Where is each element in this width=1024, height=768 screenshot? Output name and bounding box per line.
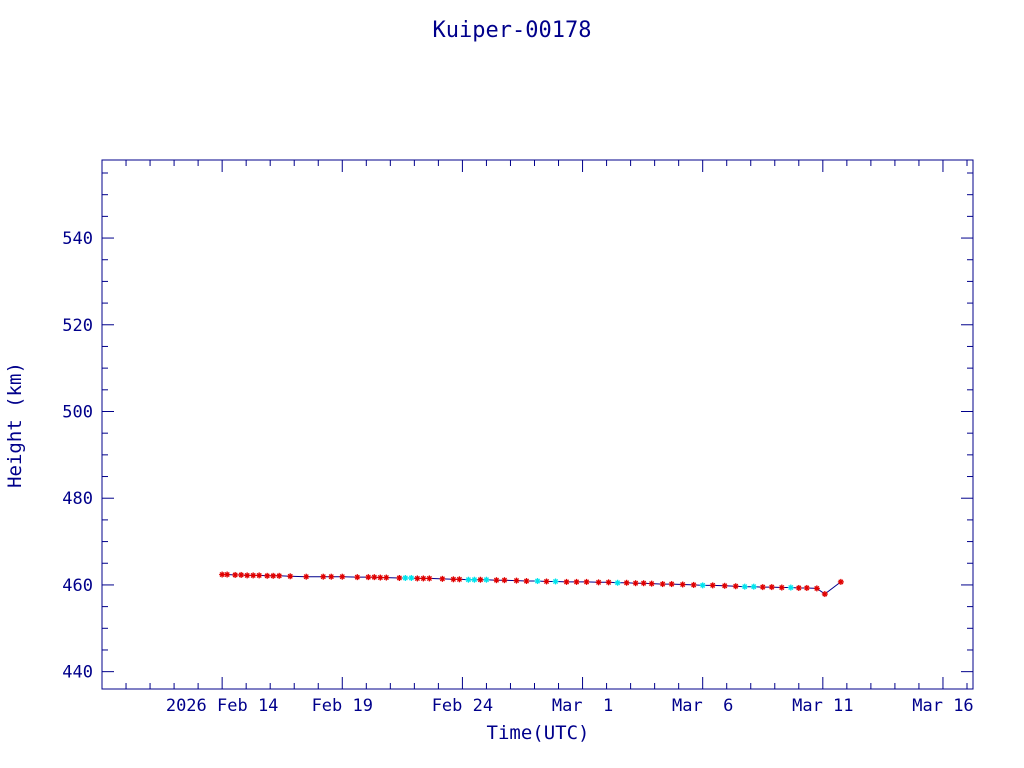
x-tick-label: 2026 Feb 14	[166, 696, 279, 716]
height-series-markers	[219, 571, 844, 598]
data-point	[563, 578, 570, 585]
data-point	[623, 579, 630, 586]
data-point	[493, 577, 500, 584]
data-point	[648, 580, 655, 587]
data-point	[501, 577, 508, 584]
y-tick-label: 500	[62, 402, 93, 422]
data-point	[573, 578, 580, 585]
data-point	[837, 578, 844, 585]
data-point	[750, 583, 757, 590]
x-axis-label: Time(UTC)	[487, 722, 590, 744]
data-point	[354, 574, 361, 581]
data-point	[543, 578, 550, 585]
data-point	[795, 584, 802, 591]
data-point	[699, 582, 706, 589]
data-point	[339, 573, 346, 580]
data-point	[276, 572, 283, 579]
x-tick-label: Mar 1	[552, 696, 613, 716]
chart-title: Kuiper-00178	[433, 18, 592, 43]
data-point	[803, 584, 810, 591]
data-point	[583, 578, 590, 585]
data-point	[709, 582, 716, 589]
data-point	[320, 573, 327, 580]
data-point	[244, 572, 251, 579]
x-axis: 2026 Feb 14 Feb 19 Feb 24 Mar 1 Mar 6 Mar 11 M…	[101, 160, 974, 716]
data-point	[813, 585, 820, 592]
x-tick-label: Feb 19	[312, 696, 373, 716]
data-point	[721, 582, 728, 589]
data-point	[605, 579, 612, 586]
data-point	[365, 574, 372, 581]
data-point	[732, 583, 739, 590]
y-axis: 440 460 480 500 520 540	[62, 172, 973, 683]
data-point	[614, 579, 621, 586]
data-point	[238, 571, 245, 578]
data-point	[383, 574, 390, 581]
data-point	[640, 580, 647, 587]
y-tick-label: 520	[62, 316, 93, 336]
data-point	[414, 575, 421, 582]
x-tick-label: Mar 16	[912, 696, 973, 716]
data-point	[552, 578, 559, 585]
data-point	[264, 572, 271, 579]
y-tick-label: 440	[62, 663, 93, 683]
x-tick-label: Feb 24	[432, 696, 493, 716]
data-point	[420, 575, 427, 582]
data-point	[483, 576, 490, 583]
y-tick-label: 540	[62, 229, 93, 249]
data-point	[534, 578, 541, 585]
data-point	[396, 574, 403, 581]
data-point	[523, 578, 530, 585]
data-point	[787, 584, 794, 591]
data-point	[821, 591, 828, 598]
data-point	[668, 581, 675, 588]
data-point	[303, 573, 310, 580]
data-point	[471, 576, 478, 583]
data-point	[287, 573, 294, 580]
y-tick-label: 460	[62, 576, 93, 596]
data-point	[402, 574, 409, 581]
data-point	[513, 577, 520, 584]
data-point	[595, 579, 602, 586]
data-point	[456, 576, 463, 583]
data-point	[371, 574, 378, 581]
y-tick-label: 480	[62, 489, 93, 509]
data-point	[439, 575, 446, 582]
data-point	[759, 584, 766, 591]
data-point	[270, 572, 277, 579]
data-point	[741, 583, 748, 590]
data-point	[232, 571, 239, 578]
data-point	[224, 571, 231, 578]
x-tick-label: Mar 11	[792, 696, 853, 716]
y-axis-label: Height (km)	[4, 362, 26, 488]
data-point	[328, 573, 335, 580]
data-point	[768, 584, 775, 591]
data-point	[377, 574, 384, 581]
data-point	[465, 576, 472, 583]
data-point	[778, 584, 785, 591]
plot-frame	[101, 159, 974, 690]
data-point	[477, 576, 484, 583]
data-point	[256, 572, 263, 579]
x-tick-label: Mar 6	[672, 696, 733, 716]
data-point	[408, 574, 415, 581]
data-point	[250, 572, 257, 579]
data-point	[690, 581, 697, 588]
data-point	[219, 571, 226, 578]
data-point	[679, 581, 686, 588]
data-point	[426, 575, 433, 582]
data-point	[632, 580, 639, 587]
data-point	[659, 581, 666, 588]
data-point	[450, 576, 457, 583]
